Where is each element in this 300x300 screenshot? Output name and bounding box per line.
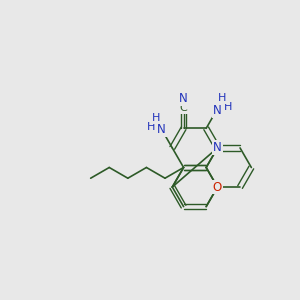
Text: O: O <box>213 181 222 194</box>
Text: N: N <box>213 104 222 117</box>
Text: H: H <box>224 102 232 112</box>
Text: H: H <box>147 122 155 132</box>
Text: N: N <box>179 92 188 106</box>
Text: N: N <box>157 123 166 136</box>
Text: H: H <box>152 113 160 123</box>
Text: H: H <box>218 93 226 103</box>
Text: N: N <box>213 141 222 154</box>
Text: C: C <box>180 103 188 113</box>
